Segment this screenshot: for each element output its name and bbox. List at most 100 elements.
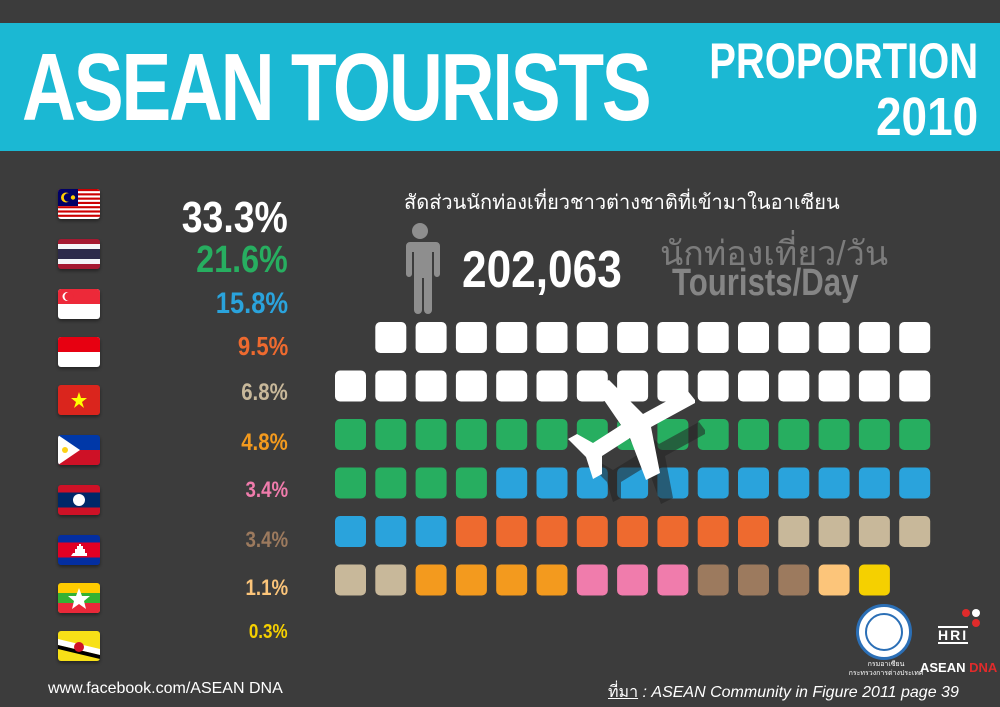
- waffle-cell: [738, 322, 769, 353]
- percent-label: 6.8%: [241, 379, 288, 406]
- laos-flag-icon: [58, 485, 100, 515]
- waffle-cell: [415, 370, 447, 402]
- waffle-cell: [496, 419, 528, 450]
- waffle-cell: [455, 322, 487, 353]
- waffle-cell: [778, 419, 810, 450]
- waffle-cell: [657, 322, 689, 353]
- waffle-cell: [899, 370, 931, 402]
- source-prefix: ที่มา: [608, 684, 639, 701]
- waffle-cell: [496, 516, 528, 547]
- page-title: ASEAN TOURISTS: [22, 34, 652, 141]
- philippines-flag-icon: [58, 435, 100, 465]
- waffle-cell: [375, 564, 407, 596]
- facebook-link[interactable]: www.facebook.com/ASEAN DNA: [48, 680, 283, 697]
- waffle-cell: [899, 516, 931, 547]
- waffle-cell: [335, 516, 366, 547]
- vietnam-flag-icon: [58, 385, 100, 415]
- waffle-cell: [375, 516, 407, 547]
- waffle-cell: [778, 322, 810, 353]
- waffle-cell: [778, 516, 810, 547]
- person-icon: [404, 223, 440, 314]
- waffle-cell: [858, 516, 890, 547]
- waffle-cell: [697, 564, 729, 596]
- legend-row: 1.1%: [58, 575, 288, 623]
- waffle-cell: [778, 467, 810, 499]
- waffle-cell: [496, 467, 528, 499]
- waffle-cell: [818, 516, 850, 547]
- brunei-flag-icon: [58, 631, 100, 661]
- waffle-cell: [496, 322, 528, 353]
- waffle-cell: [657, 516, 689, 547]
- waffle-cell: [536, 467, 568, 499]
- seal-caption: กรมอาเซียน กระทรวงการต่างประเทศ: [848, 661, 924, 677]
- waffle-cell: [375, 322, 407, 353]
- source-citation: ที่มา : ASEAN Community in Figure 2011 p…: [608, 680, 959, 705]
- percent-label: 3.4%: [245, 477, 288, 502]
- thailand-flag-icon: [58, 239, 100, 269]
- percent-label: 15.8%: [215, 287, 288, 320]
- waffle-cell: [617, 322, 649, 353]
- waffle-cell: [536, 564, 568, 596]
- percent-label: 1.1%: [245, 575, 288, 600]
- waffle-cell: [818, 419, 850, 450]
- waffle-cell: [738, 419, 769, 450]
- waffle-cell: [818, 322, 850, 353]
- waffle-cell: [738, 564, 769, 596]
- ministry-seal-logo: [856, 604, 912, 660]
- waffle-cell: [415, 564, 447, 596]
- waffle-cell: [858, 467, 890, 499]
- legend-row: 15.8%: [58, 285, 288, 329]
- waffle-cell: [335, 419, 366, 450]
- waffle-cell: [697, 516, 729, 547]
- legend-row: 3.4%: [58, 477, 288, 525]
- waffle-cell: [778, 564, 810, 596]
- waffle-cell: [536, 419, 568, 450]
- subtitle-year: 2010: [875, 87, 978, 147]
- waffle-cell: [899, 419, 931, 450]
- waffle-cell: [536, 516, 568, 547]
- waffle-cell: [858, 322, 890, 353]
- waffle-cell: [335, 467, 366, 499]
- malaysia-flag-icon: [58, 189, 100, 219]
- tourists-per-day-value: 202,063: [462, 241, 622, 299]
- waffle-cell: [657, 564, 689, 596]
- unit-thai: นักท่องเที่ยว/วัน: [660, 235, 889, 273]
- percent-label: 3.4%: [245, 527, 288, 552]
- hri-logo-text: HRI: [938, 626, 969, 644]
- waffle-cell: [536, 322, 568, 353]
- waffle-cell: [818, 467, 850, 499]
- waffle-cell: [455, 419, 487, 450]
- legend-row: 33.3%: [58, 185, 288, 242]
- percent-label: 4.8%: [241, 429, 288, 456]
- indonesia-flag-icon: [58, 337, 100, 367]
- waffle-cell: [738, 370, 769, 402]
- legend-row: 0.3%: [58, 621, 288, 671]
- percent-label: 33.3%: [181, 193, 288, 242]
- waffle-cell: [858, 564, 890, 596]
- waffle-cell: [617, 516, 649, 547]
- hri-dots-logo: [962, 609, 980, 627]
- waffle-cell: [335, 370, 366, 402]
- waffle-cell: [375, 419, 407, 450]
- waffle-cell: [818, 564, 850, 596]
- waffle-cell: [496, 564, 528, 596]
- waffle-cell: [697, 370, 729, 402]
- waffle-cell: [697, 322, 729, 353]
- waffle-cell: [375, 467, 407, 499]
- waffle-cell: [858, 419, 890, 450]
- waffle-cell: [455, 516, 487, 547]
- percent-label: 0.3%: [249, 621, 288, 643]
- subtitle-proportion: PROPORTION: [709, 33, 978, 89]
- waffle-cell: [818, 370, 850, 402]
- waffle-cell: [617, 370, 649, 402]
- waffle-cell: [738, 516, 769, 547]
- waffle-cell: [415, 467, 447, 499]
- legend-row: 21.6%: [58, 235, 288, 281]
- legend-row: 9.5%: [58, 331, 288, 377]
- waffle-cell: [496, 370, 528, 402]
- source-text: : ASEAN Community in Figure 2011 page 39: [638, 684, 959, 701]
- thai-caption: สัดส่วนนักท่องเที่ยวชาวต่างชาติที่เข้ามา…: [404, 192, 840, 214]
- waffle-cell: [415, 516, 447, 547]
- waffle-cell: [375, 370, 407, 402]
